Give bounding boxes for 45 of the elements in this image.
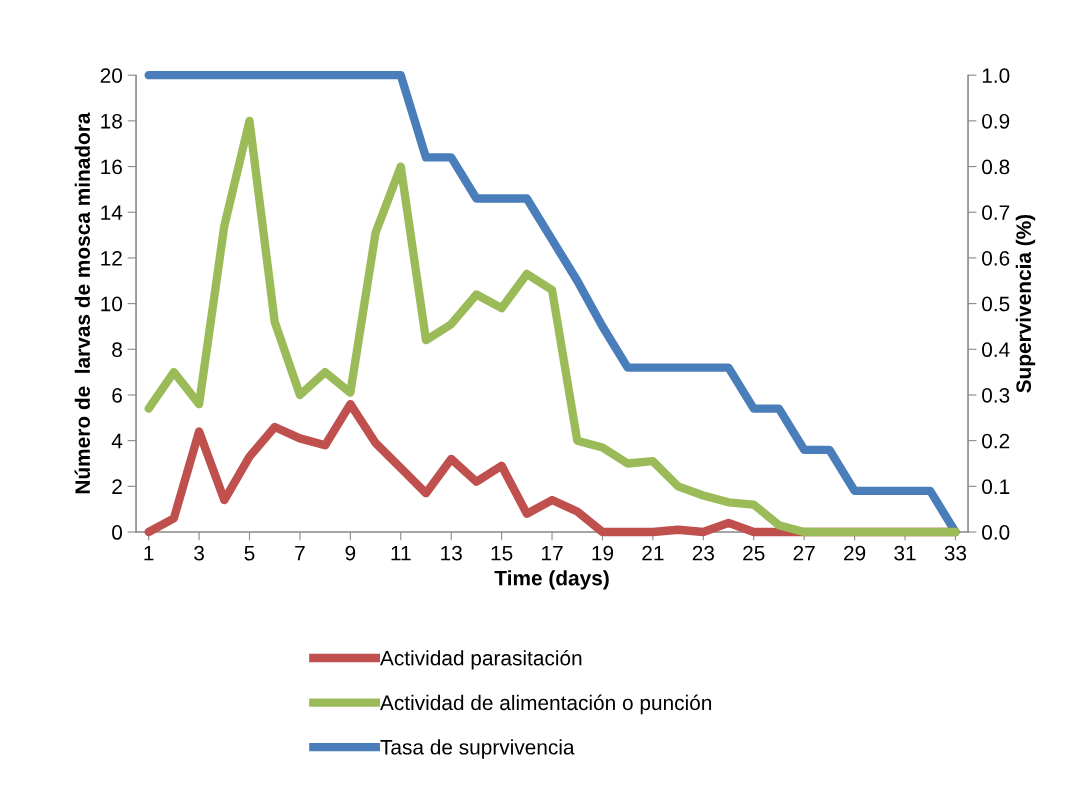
x-tick-label: 17 [542, 545, 563, 561]
y2-tick-label: 0.6 [982, 250, 1010, 266]
x-tick-label: 9 [345, 545, 356, 561]
y-tick-label: 18 [101, 113, 122, 129]
y2-tick-label: 0.5 [982, 296, 1010, 312]
x-tick-label: 27 [793, 545, 815, 561]
y2-tick-label: 0.0 [982, 525, 1010, 540]
y2-tick-label: 0.1 [982, 479, 1010, 495]
x-tick-label: 13 [441, 545, 462, 561]
y2-tick-label: 0.3 [982, 387, 1010, 403]
y2-tick-label: 0.4 [982, 342, 1010, 358]
y2-tick-label: 0.9 [982, 113, 1010, 129]
y-tick-label: 2 [112, 479, 122, 494]
y-tick-label: 14 [101, 205, 123, 220]
legend-label: Tasa de suprvivencia [380, 739, 575, 759]
y2-tick-label: 1.0 [982, 68, 1010, 83]
x-tick-label: 15 [491, 545, 513, 561]
y-tick-label: 4 [111, 433, 123, 449]
y-tick-label: 6 [112, 387, 122, 403]
y2-tick-label: 0.7 [982, 205, 1010, 220]
y-tick-label: 20 [100, 68, 123, 83]
y-axis-title: Número de larvas de mosca minadora [74, 112, 91, 494]
x-tick-label: 7 [295, 545, 305, 561]
y2-tick-label: 0.2 [982, 433, 1010, 449]
y-tick-label: 12 [101, 250, 122, 266]
x-tick-label: 21 [642, 545, 664, 561]
x-tick-label: 3 [194, 545, 204, 561]
x-tick-label: 19 [592, 545, 614, 561]
legend-label: Actividad de alimentación o punción [380, 694, 712, 715]
y-tick-label: 10 [101, 296, 123, 312]
x-axis-title: Time (days) [494, 570, 609, 590]
x-tick-label: 5 [244, 545, 255, 561]
y2-axis-title: Supervivencia (%) [1015, 214, 1036, 393]
y2-tick-label: 0.8 [982, 159, 1010, 175]
x-tick-label: 31 [894, 545, 916, 561]
y-tick-label: 16 [101, 159, 122, 175]
x-tick-label: 29 [844, 545, 866, 561]
x-tick-label: 33 [944, 545, 967, 561]
x-tick-label: 11 [391, 545, 411, 561]
y-tick-label: 8 [112, 342, 122, 358]
x-tick-label: 23 [692, 545, 714, 561]
x-tick-label: 25 [743, 545, 765, 561]
x-tick-label: 1 [144, 545, 154, 561]
legend-label: Actividad parasitación [380, 649, 582, 670]
y-tick-label: 0 [112, 525, 123, 540]
